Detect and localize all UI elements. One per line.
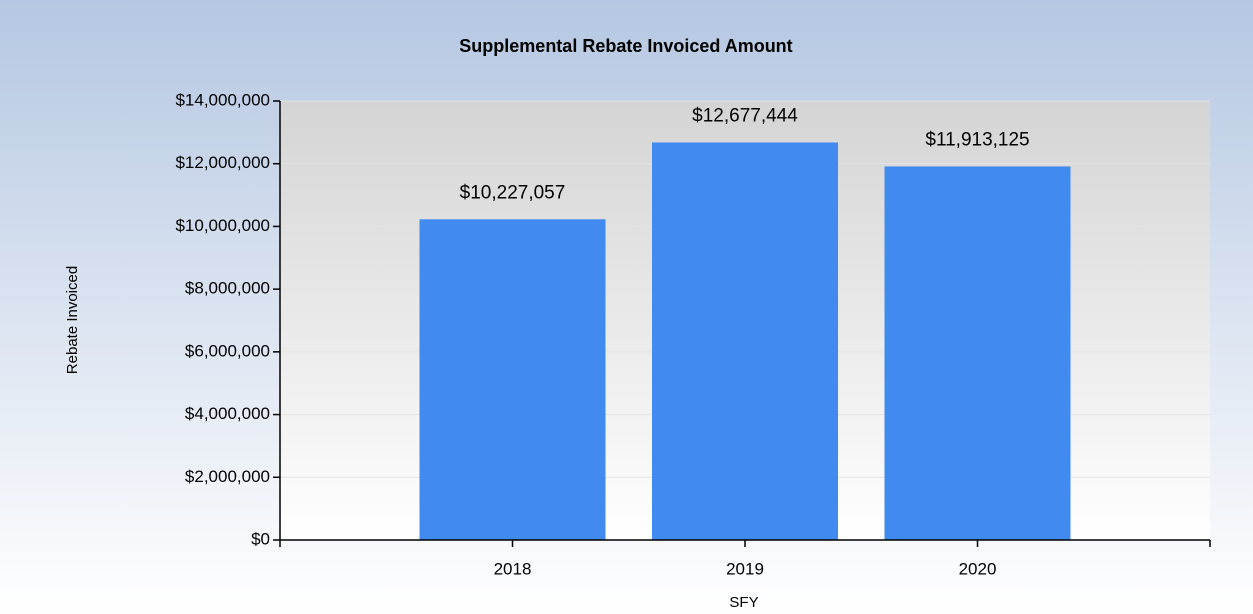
y-tick-label: $2,000,000: [185, 467, 270, 486]
y-axis-label: Rebate Invoiced: [64, 266, 81, 374]
y-tick-label: $14,000,000: [175, 90, 270, 109]
y-tick-label: $0: [251, 529, 270, 548]
x-axis-label: SFY: [729, 594, 758, 611]
y-tick-label: $10,000,000: [175, 216, 270, 235]
chart-title: Supplemental Rebate Invoiced Amount: [459, 36, 792, 56]
x-tick-label: 2019: [726, 559, 764, 578]
y-tick-label: $12,000,000: [175, 153, 270, 172]
data-label: $12,677,444: [692, 105, 798, 126]
bar: [884, 166, 1071, 541]
data-label: $11,913,125: [925, 129, 1029, 150]
bar: [419, 219, 606, 540]
bar: [652, 142, 838, 541]
y-tick-label: $4,000,000: [185, 404, 270, 423]
y-tick-label: $8,000,000: [185, 279, 270, 298]
x-tick-label: 2020: [959, 559, 997, 578]
y-tick-label: $6,000,000: [185, 341, 270, 360]
data-label: $10,227,057: [460, 182, 566, 203]
x-tick-label: 2018: [494, 559, 532, 578]
